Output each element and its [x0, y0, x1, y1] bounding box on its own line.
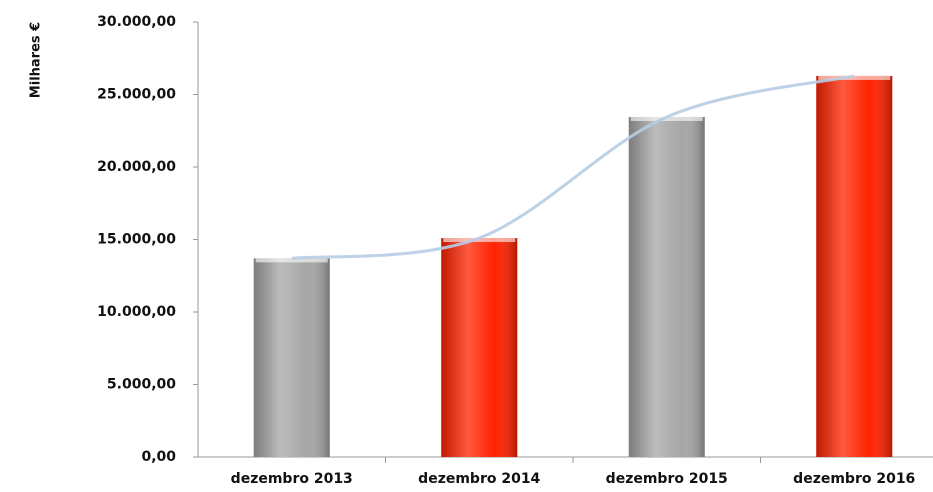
y-tick-label: 30.000,00: [97, 14, 176, 30]
x-tick-label: dezembro 2013: [231, 471, 353, 487]
y-tick-label: 25.000,00: [97, 87, 176, 103]
bar-shine: [441, 238, 518, 457]
bar-cap: [818, 75, 891, 80]
bar-shine: [816, 75, 893, 457]
bar-shine: [628, 116, 705, 457]
x-tick-label: dezembro 2016: [793, 471, 915, 487]
trend-line: [291, 74, 855, 260]
y-axis-label: Milhares €: [29, 22, 44, 98]
y-tick-label: 15.000,00: [97, 232, 176, 248]
x-tick-label: dezembro 2014: [418, 471, 540, 487]
y-tick-label: 5.000,00: [107, 377, 176, 393]
y-tick-label: 10.000,00: [97, 304, 176, 320]
bar-cap: [630, 116, 703, 121]
bar-cap: [443, 238, 516, 243]
bar-cap: [255, 258, 328, 263]
y-tick-label: 0,00: [141, 449, 176, 465]
y-tick-label: 20.000,00: [97, 159, 176, 175]
x-tick-label: dezembro 2015: [606, 471, 728, 487]
bar-shine: [253, 258, 330, 457]
